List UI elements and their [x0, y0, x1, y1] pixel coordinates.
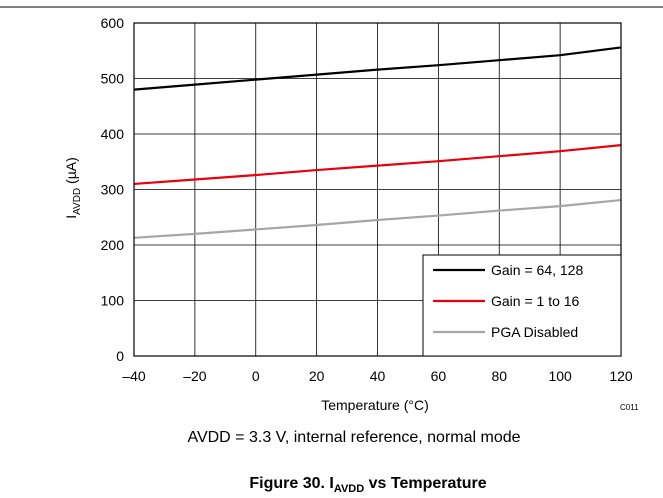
x-tick-label: 80: [491, 368, 507, 384]
figure-caption: Figure 30. IAVDD vs Temperature: [249, 475, 486, 493]
legend-box: [422, 254, 622, 357]
caption-sub: AVDD: [334, 483, 364, 493]
y-tick-label: 400: [101, 126, 125, 142]
x-tick-label: –40: [122, 368, 146, 384]
y-tick-label: 0: [116, 348, 124, 364]
legend-label-0: Gain = 64, 128: [491, 262, 583, 278]
series-line-0: [133, 46, 622, 91]
chart-note: AVDD = 3.3 V, internal reference, normal…: [187, 429, 520, 446]
x-tick-label: 40: [370, 368, 386, 384]
tick-labels: –40 –20 0 20 40 60 80 100 120 0 100 200 300 400 500 600: [101, 15, 633, 384]
legend-items: Gain = 64, 128 Gain = 1 to 16 PGA Disabled: [433, 262, 583, 340]
series-line-2: [133, 198, 622, 239]
x-tick-label: 20: [309, 368, 325, 384]
legend-label-2: PGA Disabled: [491, 324, 578, 340]
legend-label-1: Gain = 1 to 16: [491, 293, 580, 309]
chart-code-label: C011: [620, 403, 639, 412]
y-tick-label: 100: [101, 293, 125, 309]
series-lines: [133, 46, 622, 239]
caption-prefix: Figure 30. I: [249, 475, 333, 492]
x-tick-label: 0: [252, 368, 260, 384]
x-tick-label: –20: [183, 368, 207, 384]
y-tick-label: 200: [101, 237, 125, 253]
plot-frame: [133, 22, 622, 357]
y-axis-label-sub: AVDD: [72, 188, 83, 215]
y-tick-label: 600: [101, 15, 125, 31]
y-axis-label-unit: (µA): [63, 157, 79, 188]
x-tick-label: 120: [609, 368, 633, 384]
y-tick-label: 300: [101, 182, 125, 198]
y-axis-label: IAVDD (µA): [63, 157, 83, 219]
y-axis-label-main: I: [63, 215, 79, 219]
legend: Gain = 64, 128 Gain = 1 to 16 PGA Disabled: [422, 254, 622, 357]
series-line-1: [133, 144, 622, 186]
y-tick-label: 500: [101, 71, 125, 87]
caption-suffix: vs Temperature: [364, 475, 487, 492]
x-axis-label: Temperature (°C): [321, 397, 429, 413]
x-tick-label: 100: [548, 368, 572, 384]
x-tick-label: 60: [431, 368, 447, 384]
